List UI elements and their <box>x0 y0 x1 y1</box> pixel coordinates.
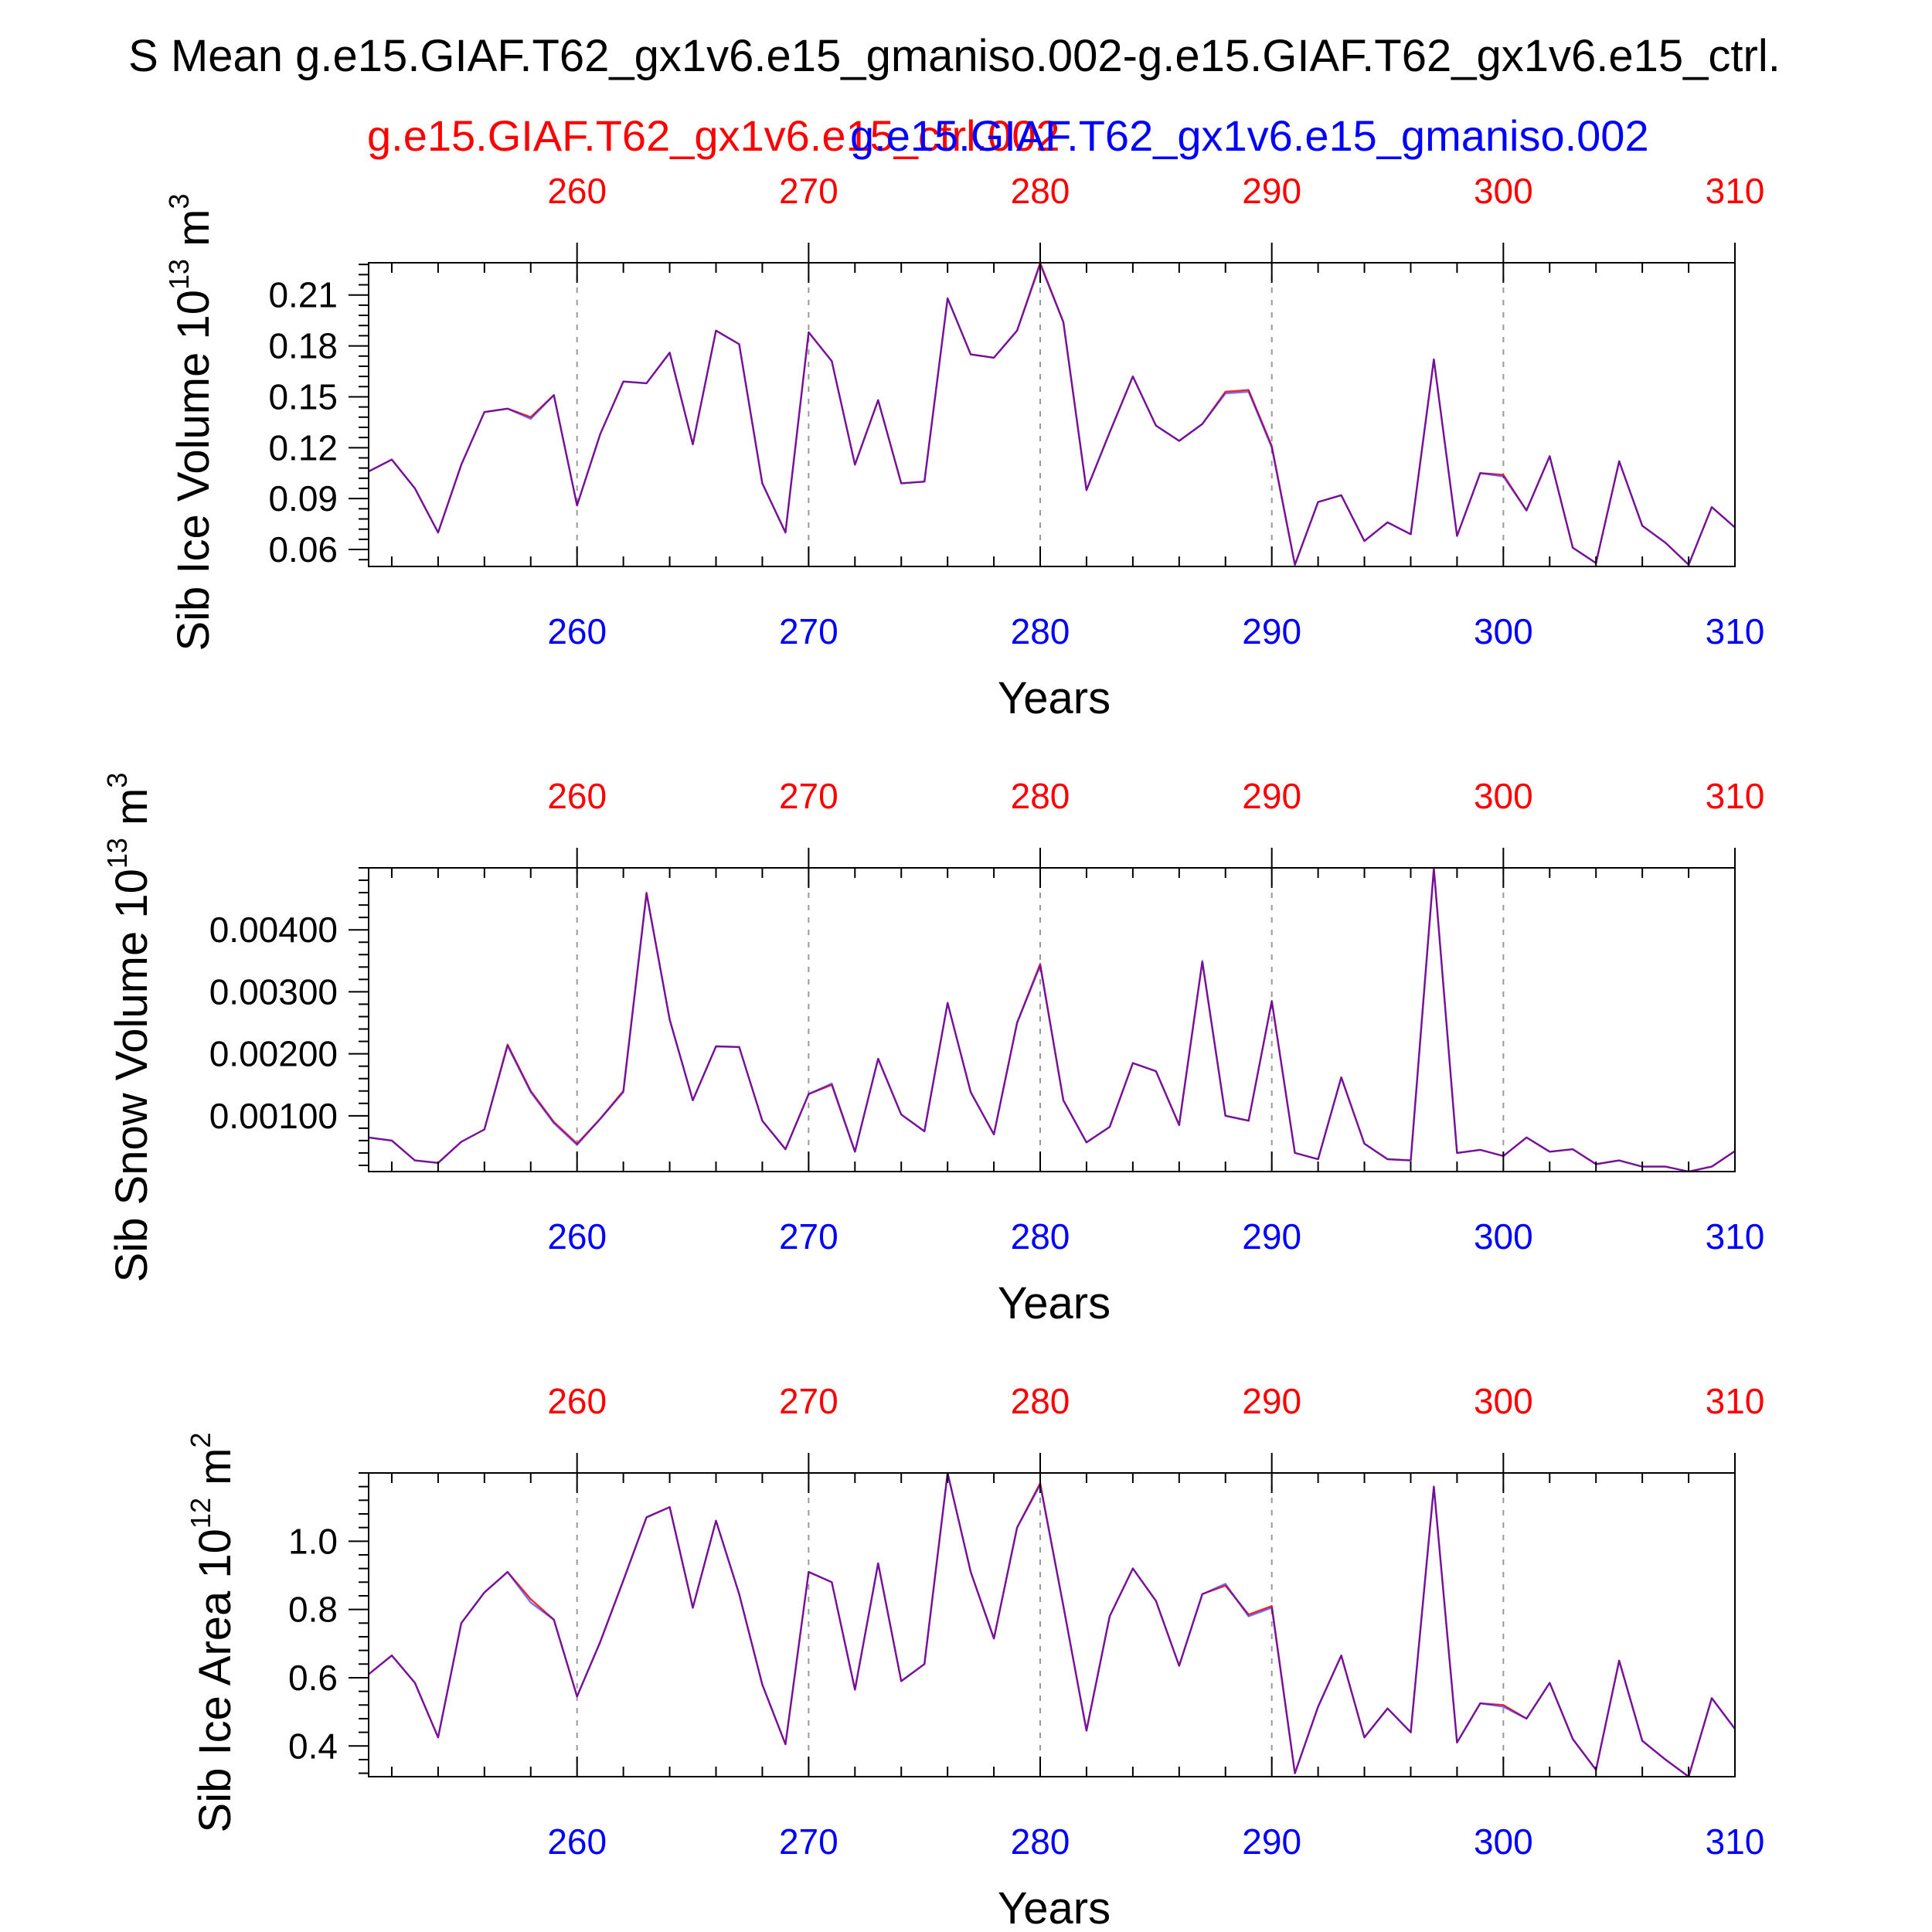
x-tick-label-bottom: 300 <box>1474 611 1533 651</box>
x-tick-label-top: 270 <box>779 171 838 211</box>
x-tick-label-bottom: 260 <box>547 611 607 651</box>
x-tick-label-bottom: 310 <box>1706 1216 1765 1257</box>
plot-frame <box>368 1472 1736 1777</box>
x-tick-label-bottom: 270 <box>779 1216 838 1257</box>
x-tick-label-bottom: 270 <box>779 1821 838 1862</box>
y-tick-label: 0.12 <box>268 427 338 468</box>
legend-gmaniso-label: g.e15.GIAF.T62_gx1v6.e15_gmaniso.002 <box>850 111 1649 160</box>
x-tick-label-top: 300 <box>1474 171 1533 211</box>
x-axis-label: Years <box>998 673 1111 723</box>
y-tick-label: 0.00200 <box>209 1034 338 1074</box>
x-tick-label-top: 280 <box>1011 1381 1070 1421</box>
x-tick-label-bottom: 270 <box>779 611 838 651</box>
y-axis-label-unit: m <box>107 788 157 838</box>
y-tick-label: 0.00300 <box>209 971 338 1012</box>
y-axis-label: Sib Snow Volume 1013 m3 <box>101 773 157 1283</box>
x-tick-label-bottom: 280 <box>1011 1821 1070 1862</box>
x-tick-label-bottom: 280 <box>1011 1216 1070 1257</box>
x-axis-label: Years <box>998 1278 1111 1328</box>
x-tick-label-top: 300 <box>1474 776 1533 816</box>
y-axis-label-unit-exp: 3 <box>163 193 195 209</box>
y-axis-label-exp: 12 <box>185 1498 216 1529</box>
x-tick-label-bottom: 310 <box>1706 1821 1765 1862</box>
y-tick-label: 0.15 <box>268 376 338 417</box>
y-axis-label-unit-exp: 2 <box>185 1433 216 1448</box>
x-tick-label-bottom: 290 <box>1242 611 1301 651</box>
x-tick-label-top: 310 <box>1706 776 1765 816</box>
x-tick-label-bottom: 290 <box>1242 1821 1301 1862</box>
y-tick-label: 0.21 <box>268 275 338 315</box>
y-axis-label-text: Sib Ice Volume 10 <box>168 290 219 651</box>
x-tick-label-bottom: 300 <box>1474 1821 1533 1862</box>
x-tick-label-top: 310 <box>1706 171 1765 211</box>
x-tick-label-bottom: 260 <box>547 1821 607 1862</box>
plot-frame <box>368 262 1736 567</box>
x-tick-label-bottom: 280 <box>1011 611 1070 651</box>
x-tick-label-bottom: 260 <box>547 1216 607 1257</box>
y-tick-label: 0.00100 <box>209 1096 338 1136</box>
x-tick-label-top: 290 <box>1242 171 1301 211</box>
x-tick-label-bottom: 290 <box>1242 1216 1301 1257</box>
series-line <box>368 866 1736 1173</box>
y-axis-label-exp: 13 <box>101 838 133 869</box>
x-tick-label-top: 280 <box>1011 171 1070 211</box>
x-tick-label-top: 270 <box>779 1381 838 1421</box>
y-axis-label-text: Sib Ice Area 10 <box>190 1529 240 1832</box>
y-tick-label: 0.00400 <box>209 910 338 950</box>
x-tick-label-top: 270 <box>779 776 838 816</box>
series-line <box>368 261 1736 566</box>
x-tick-label-top: 290 <box>1242 776 1301 816</box>
x-tick-label-top: 290 <box>1242 1381 1301 1421</box>
y-axis-label-unit: m <box>168 209 219 259</box>
y-axis-label: Sib Ice Volume 1013 m3 <box>163 193 219 651</box>
plot-frame <box>368 867 1736 1172</box>
page-title: S Mean g.e15.GIAF.T62_gx1v6.e15_gmaniso.… <box>128 31 1781 81</box>
y-tick-label: 0.06 <box>268 529 338 570</box>
y-tick-label: 0.4 <box>288 1726 338 1766</box>
x-tick-label-top: 280 <box>1011 776 1070 816</box>
panels: 260 260 270 270 280 280 290 290 300 300 310 310 Year… <box>101 171 1764 1932</box>
series-line <box>368 1471 1736 1778</box>
y-axis-label: Sib Ice Area 1012 m2 <box>185 1433 240 1833</box>
panel-1: 260 260 270 270 280 280 290 290 300 300 310 310 Year… <box>163 171 1764 723</box>
y-tick-label: 0.18 <box>268 326 338 366</box>
y-axis-label-unit-exp: 3 <box>101 773 133 788</box>
y-tick-label: 0.8 <box>288 1590 338 1630</box>
series-line <box>368 1471 1736 1778</box>
x-tick-label-bottom: 310 <box>1706 611 1765 651</box>
panel-2: 260 260 270 270 280 280 290 290 300 300 310 310 Year… <box>101 773 1764 1328</box>
x-tick-label-top: 260 <box>547 1381 607 1421</box>
series-line <box>368 868 1736 1173</box>
x-tick-label-top: 260 <box>547 171 607 211</box>
y-tick-label: 0.6 <box>288 1658 338 1698</box>
x-tick-label-bottom: 300 <box>1474 1216 1533 1257</box>
y-axis-label-unit: m <box>190 1448 240 1498</box>
panel-3: 260 260 270 270 280 280 290 290 300 300 310 310 Year… <box>185 1381 1764 1932</box>
y-axis-label-text: Sib Snow Volume 10 <box>107 869 157 1282</box>
x-axis-label: Years <box>998 1883 1111 1932</box>
x-tick-label-top: 310 <box>1706 1381 1765 1421</box>
y-tick-label: 0.09 <box>268 478 338 519</box>
x-tick-label-top: 300 <box>1474 1381 1533 1421</box>
y-axis-label-exp: 13 <box>163 259 195 290</box>
series-line <box>368 264 1736 566</box>
legend-ctrl-label: g.e15.GIAF.T62_gx1v6.e15_ctrl.002 <box>367 111 1060 160</box>
x-tick-label-top: 260 <box>547 776 607 816</box>
y-tick-label: 1.0 <box>288 1521 338 1561</box>
